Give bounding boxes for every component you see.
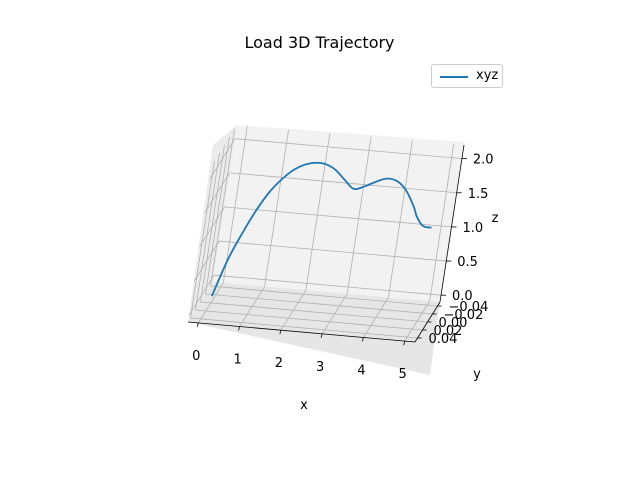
z-tick-label: 1.0: [462, 221, 483, 236]
legend: xyz: [431, 64, 503, 88]
y-tick-label: 0.04: [429, 332, 458, 347]
x-tick-label: 1: [233, 353, 241, 368]
x-tick-label: 0: [192, 349, 200, 364]
grid-line-z-wall: [224, 206, 452, 228]
x-tick-label: 5: [399, 367, 407, 382]
x-tick-label: 2: [275, 356, 283, 371]
grid-line-y-side: [200, 144, 225, 303]
x-tick-label: 4: [357, 363, 365, 378]
x-tick: [403, 340, 406, 346]
grid-line-x-wall: [264, 129, 289, 287]
z-tick-label: 1.5: [468, 187, 489, 202]
grid-line-y-floor: [205, 293, 433, 315]
y-tick-label: −0.04: [449, 300, 489, 315]
z-tick-label: 0.5: [457, 255, 478, 270]
legend-swatch: [440, 76, 468, 78]
chart-title: Load 3D Trajectory: [244, 33, 395, 52]
grid-line-y-floor: [210, 285, 438, 307]
tick-marks: [196, 158, 467, 346]
tick-labels: 0 1 2 3 4 5 0.040.020.00−0.02−0.040.0 0.5 1.0 1.5…: [192, 153, 493, 382]
series-line-0: [211, 161, 432, 297]
grid-line-y-floor: [195, 309, 423, 331]
z-axis-label: z: [492, 211, 499, 226]
grid-line-y-floor: [200, 301, 428, 323]
grid-line-x-wall: [429, 144, 455, 302]
y-tick-label: 0.00: [439, 316, 468, 331]
x-tick: [362, 337, 364, 342]
legend-label: xyz: [476, 68, 499, 83]
grid-line-y-floor: [190, 317, 418, 339]
grid-line-x-wall: [222, 125, 248, 283]
y-tick-label: −0.02: [444, 308, 484, 323]
x-tick: [279, 330, 282, 335]
grid-line-z-wall: [229, 172, 457, 194]
z-axis-line: [439, 144, 465, 303]
x-tick: [238, 326, 240, 331]
grid-line-z-wall: [219, 240, 447, 262]
back-pane: [213, 125, 465, 302]
x-tick: [196, 322, 199, 328]
grid-line-z-wall: [234, 138, 462, 160]
x-axis-line: [187, 321, 416, 343]
y-tick-label: 0.02: [434, 324, 463, 339]
z-tick-label: 0.0: [452, 289, 473, 304]
grid-line-y-side: [195, 152, 220, 311]
x-axis-label: x: [300, 398, 308, 413]
trajectory-group: [211, 161, 432, 297]
grid-line-z-wall: [214, 274, 442, 296]
x-tick: [320, 333, 323, 338]
grid-line-x-wall: [388, 140, 413, 298]
grid-line-x-wall: [346, 136, 372, 294]
grid-lines: [188, 125, 462, 342]
grid-line-y-side: [190, 160, 215, 319]
grid-line-y-side: [210, 128, 235, 287]
z-tick-label: 2.0: [473, 153, 494, 168]
x-tick-label: 3: [316, 360, 324, 375]
y-axis-label: y: [473, 367, 481, 382]
grid-line-x-wall: [305, 133, 331, 291]
grid-line-y-side: [205, 136, 230, 295]
